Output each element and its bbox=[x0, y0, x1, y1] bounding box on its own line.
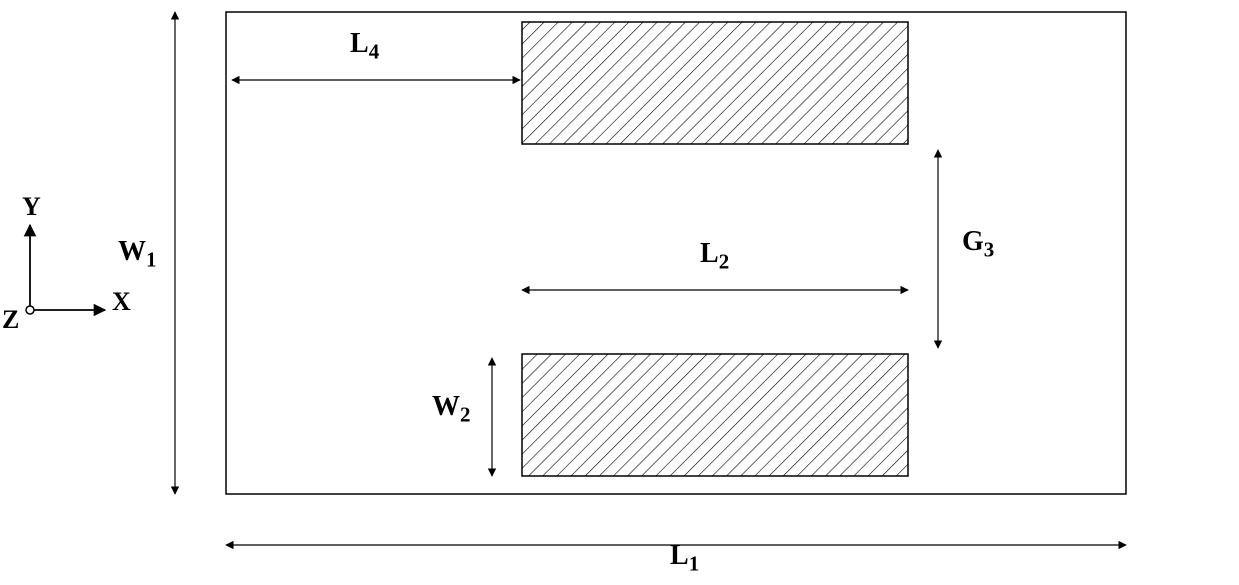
axis-origin bbox=[26, 306, 34, 314]
label-l1: L1 bbox=[670, 540, 699, 577]
diagram-canvas bbox=[0, 0, 1239, 585]
label-l2: L2 bbox=[700, 238, 729, 275]
hatched-bar-top bbox=[522, 22, 908, 144]
axis-label-y: Y bbox=[22, 192, 41, 222]
label-l4: L4 bbox=[350, 28, 379, 65]
hatched-bar-bottom bbox=[522, 354, 908, 476]
label-w1: W1 bbox=[118, 236, 157, 273]
axis-label-x: X bbox=[112, 287, 131, 317]
label-g3: G3 bbox=[962, 226, 994, 263]
label-w2: W2 bbox=[432, 391, 471, 428]
axis-label-z: Z bbox=[2, 305, 19, 335]
